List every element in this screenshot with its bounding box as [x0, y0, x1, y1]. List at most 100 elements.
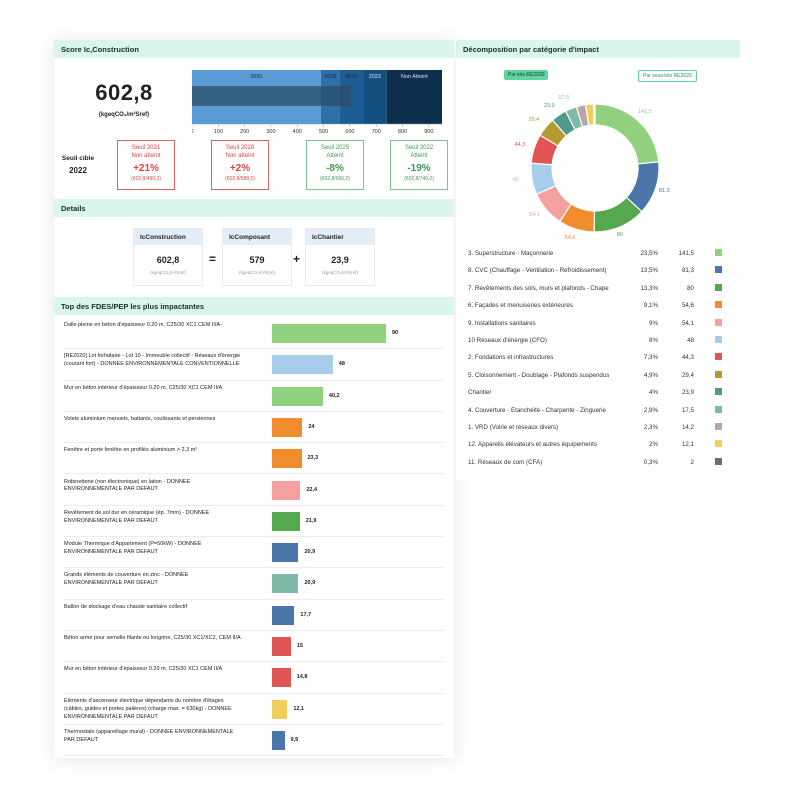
- axis-tick-label: 0: [192, 129, 194, 135]
- category-percent: 23,5%: [640, 250, 658, 257]
- threshold-card: Seuil 2031 Non atteint +21% (602,8/490,3): [117, 140, 175, 190]
- category-row[interactable]: 12. Appareils élévateurs et autres équip…: [468, 437, 728, 455]
- fdes-bar: [272, 637, 291, 656]
- category-row[interactable]: 1. VRD (Voirie et réseaux divers) 2,3% 14,…: [468, 420, 728, 438]
- category-row[interactable]: 9. Installations sanitaires 9% 54,1: [468, 316, 728, 334]
- impact-donut-chart: [530, 103, 660, 233]
- category-row[interactable]: 11. Réseaux de com (CFA) 0,3% 2: [468, 455, 728, 473]
- ic-composant-value: 579: [249, 255, 265, 265]
- fdes-bar: [272, 511, 300, 531]
- fdes-section-title: Top des FDES/PEP les plus impactantes: [54, 297, 454, 315]
- threshold-ratio: (602,8/740,2): [404, 175, 434, 182]
- category-row[interactable]: 4. Couverture - Étanchéité - Charpente -…: [468, 403, 728, 421]
- fdes-bar: [272, 699, 288, 719]
- fdes-value: 24: [308, 423, 315, 430]
- category-name: 9. Installations sanitaires: [468, 319, 536, 327]
- fdes-row: Module Thermique d'Appartement (P=50kW) …: [64, 537, 444, 569]
- category-row[interactable]: 10 Réseaux d'énergie (CFO) 8% 48: [468, 333, 728, 351]
- fdes-bar: [272, 449, 302, 469]
- fdes-row: Eléments d'ascenseur électrique dépendan…: [64, 694, 444, 725]
- fdes-bar: [272, 386, 323, 406]
- category-name: 1. VRD (Voirie et réseaux divers): [468, 424, 559, 431]
- ic-chantier-box: IcChantier 23,9 (kgeqCO₂/m²Sref): [305, 228, 375, 286]
- category-value: 81,3: [681, 267, 694, 275]
- category-color-swatch: [715, 370, 722, 378]
- category-percent: 0,3%: [643, 458, 658, 466]
- fdes-label: Mur en béton intérieur d'épaisseur 0.20 …: [64, 384, 223, 391]
- category-row[interactable]: 3. Superstructure - Maçonnerie 23,5% 141,5: [468, 246, 728, 264]
- fdes-bar: [272, 480, 301, 500]
- threshold-card: Seuil 2025 Atteint -8% (602,8/656,2): [306, 140, 364, 190]
- fdes-label: Dalle pleine en béton d'épaisseur 0.20 m…: [64, 322, 222, 328]
- ic-composant-head: IcComposant: [223, 229, 291, 245]
- donut-value-label: 23,9: [543, 103, 555, 109]
- category-percent: 4,9%: [643, 371, 658, 379]
- fdes-label: Eléments d'ascenseur électrique dépendan…: [64, 697, 232, 720]
- category-value: 48: [687, 337, 694, 344]
- fdes-bar: [272, 730, 285, 750]
- category-color-swatch: [715, 353, 722, 361]
- legend-par-lots[interactable]: Par lots RE2020: [504, 70, 549, 80]
- threshold-percent: +21%: [133, 162, 159, 174]
- fdes-value: 23,3: [307, 455, 319, 462]
- ic-chantier-unit: (kgeqCO₂/m²Sref): [321, 270, 358, 275]
- category-percent: 9%: [649, 319, 658, 327]
- category-row[interactable]: 6. Façades et menuiseries extérieures 9,1…: [468, 298, 728, 316]
- category-row[interactable]: 8. CVC (Chauffage - Ventilation - Refroi…: [468, 263, 728, 281]
- category-color-swatch: [715, 336, 722, 343]
- axis-tick-label: 200: [240, 129, 249, 135]
- fdes-row: Thermostats (appareillage mural) - DONNE…: [64, 725, 444, 757]
- threshold-segment: [339, 70, 364, 124]
- donut-slice[interactable]: [593, 103, 596, 126]
- fdes-label: Ballon de stockage d'eau chaude sanitair…: [64, 603, 188, 610]
- category-value: 29,4: [681, 371, 694, 379]
- fdes-value: 12,1: [293, 705, 305, 712]
- category-value: 44,3: [681, 354, 694, 362]
- fdes-bar: [272, 417, 303, 437]
- seuil-cible: Seuil cible 2022: [58, 155, 98, 175]
- fdes-value: 48: [338, 361, 345, 368]
- donut-value-label: 54,6: [564, 234, 576, 241]
- axis-tick-label: 400: [293, 129, 302, 135]
- category-value: 141,5: [678, 250, 694, 257]
- axis-tick-label: 800: [398, 129, 407, 135]
- category-color-swatch: [715, 301, 722, 309]
- category-color-swatch: [715, 318, 722, 326]
- fdes-label: Volets aluminium manuels, battants, coul…: [64, 415, 216, 422]
- axis-tick-label: 500: [319, 129, 328, 135]
- fdes-value: 17,7: [300, 611, 312, 618]
- category-color-swatch: [715, 440, 722, 448]
- category-value: 12,1: [681, 441, 694, 449]
- category-value: 54,6: [681, 302, 694, 310]
- fdes-bar: [272, 574, 299, 594]
- category-row[interactable]: 2. Fondations et infrastructures 7,3% 44,3: [468, 350, 728, 368]
- threshold-year: Seuil 2028: [225, 145, 255, 151]
- seuil-cible-label: Seuil cible: [61, 155, 95, 162]
- axis-tick-label: 900: [424, 129, 433, 135]
- category-color-swatch: [715, 283, 722, 291]
- threshold-segment: [363, 70, 387, 124]
- fdes-value: 21,9: [305, 517, 317, 524]
- ic-chantier-head: IcChantier: [306, 229, 374, 245]
- category-color-swatch: [715, 266, 722, 274]
- category-name: 4. Couverture - Étanchéité - Charpente -…: [468, 406, 606, 414]
- fdes-value: 14,8: [296, 674, 308, 681]
- fdes-row: Mur en béton intérieur d'épaisseur 0.20 …: [64, 662, 444, 694]
- axis-tick-label: 300: [266, 129, 275, 135]
- category-row[interactable]: Chantier 4% 23,9: [468, 385, 728, 403]
- ic-composant-unit: (kgeqCO₂/m²Sref): [238, 270, 275, 275]
- legend-par-sous-lots[interactable]: Par sous-lots RE2020: [638, 70, 697, 82]
- category-row[interactable]: 5. Cloisonnement - Doublage - Plafonds s…: [468, 368, 728, 386]
- seuil-cible-year: 2022: [69, 166, 87, 175]
- category-row[interactable]: 7. Revêtements des sols, murs et plafond…: [468, 281, 728, 299]
- fdes-label: Module Thermique d'Appartement (P=50kW) …: [64, 541, 202, 556]
- fdes-bar: [272, 355, 333, 375]
- plus-sign: +: [293, 252, 301, 266]
- donut-value-label: 81,3: [658, 187, 670, 194]
- donut-value-label: 54,1: [529, 211, 540, 218]
- donut-value-label: 80: [616, 232, 623, 239]
- fdes-label: Thermostats (appareillage mural) - DONNE…: [64, 728, 234, 743]
- threshold-status: Non atteint: [131, 152, 161, 159]
- fdes-row: Mur en béton intérieur d'épaisseur 0.20 …: [64, 381, 444, 412]
- axis-tick-label: 600: [345, 129, 354, 135]
